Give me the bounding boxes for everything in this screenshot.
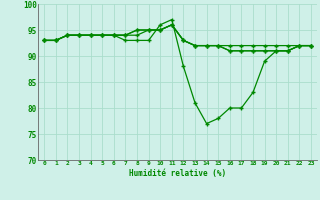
X-axis label: Humidité relative (%): Humidité relative (%) (129, 169, 226, 178)
